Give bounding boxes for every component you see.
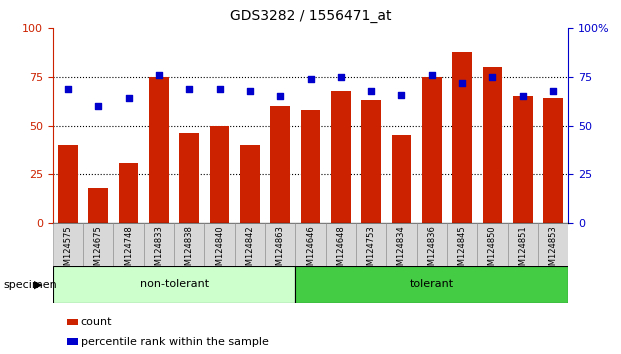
Bar: [452, 52, 472, 223]
Text: GSM124851: GSM124851: [519, 225, 527, 276]
Bar: [538, 223, 568, 266]
Text: GSM124833: GSM124833: [155, 225, 163, 276]
Bar: [265, 223, 296, 266]
Bar: [174, 223, 204, 266]
Text: GSM124840: GSM124840: [215, 225, 224, 276]
Bar: [301, 110, 320, 223]
Text: ▶: ▶: [34, 280, 42, 290]
Point: [154, 72, 164, 78]
Text: GSM124753: GSM124753: [366, 225, 376, 276]
Point: [215, 86, 225, 92]
Bar: [386, 223, 417, 266]
Text: GDS3282 / 1556471_at: GDS3282 / 1556471_at: [230, 9, 391, 23]
Bar: [417, 223, 447, 266]
Point: [366, 88, 376, 93]
Bar: [179, 133, 199, 223]
Bar: [356, 223, 386, 266]
Text: GSM124834: GSM124834: [397, 225, 406, 276]
Point: [93, 103, 103, 109]
Bar: [513, 96, 533, 223]
Text: GSM124850: GSM124850: [488, 225, 497, 276]
Text: GSM124842: GSM124842: [245, 225, 255, 276]
Text: GSM124838: GSM124838: [184, 225, 194, 276]
Bar: [67, 319, 78, 325]
Text: specimen: specimen: [3, 280, 57, 290]
Point: [124, 96, 134, 101]
Text: GSM124748: GSM124748: [124, 225, 133, 276]
Text: GSM124648: GSM124648: [337, 225, 345, 276]
Bar: [53, 266, 296, 303]
Bar: [88, 188, 108, 223]
Bar: [296, 266, 568, 303]
Bar: [543, 98, 563, 223]
Text: tolerant: tolerant: [410, 279, 454, 289]
Text: GSM124845: GSM124845: [458, 225, 466, 276]
Point: [487, 74, 497, 80]
Bar: [325, 223, 356, 266]
Bar: [270, 106, 290, 223]
Text: GSM124863: GSM124863: [276, 225, 284, 276]
Bar: [58, 145, 78, 223]
Point: [245, 88, 255, 93]
Bar: [149, 77, 169, 223]
Point: [336, 74, 346, 80]
Point: [396, 92, 406, 97]
Text: GSM124836: GSM124836: [427, 225, 437, 276]
Bar: [331, 91, 351, 223]
Point: [306, 76, 315, 82]
Bar: [235, 223, 265, 266]
Bar: [53, 223, 83, 266]
Point: [548, 88, 558, 93]
Bar: [67, 338, 78, 345]
Text: non-tolerant: non-tolerant: [140, 279, 209, 289]
Text: GSM124675: GSM124675: [94, 225, 102, 276]
Text: GSM124853: GSM124853: [548, 225, 558, 276]
Bar: [204, 223, 235, 266]
Bar: [296, 223, 325, 266]
Bar: [361, 101, 381, 223]
Bar: [83, 223, 114, 266]
Bar: [447, 223, 478, 266]
Point: [518, 93, 528, 99]
Text: percentile rank within the sample: percentile rank within the sample: [81, 337, 269, 347]
Point: [275, 93, 285, 99]
Bar: [143, 223, 174, 266]
Bar: [240, 145, 260, 223]
Bar: [114, 223, 143, 266]
Bar: [210, 126, 229, 223]
Text: count: count: [81, 317, 112, 327]
Bar: [507, 223, 538, 266]
Point: [457, 80, 467, 86]
Bar: [422, 77, 442, 223]
Bar: [478, 223, 507, 266]
Point: [184, 86, 194, 92]
Bar: [392, 135, 411, 223]
Text: GSM124575: GSM124575: [63, 225, 73, 276]
Point: [427, 72, 437, 78]
Text: GSM124646: GSM124646: [306, 225, 315, 276]
Point: [63, 86, 73, 92]
Bar: [119, 163, 138, 223]
Bar: [483, 67, 502, 223]
